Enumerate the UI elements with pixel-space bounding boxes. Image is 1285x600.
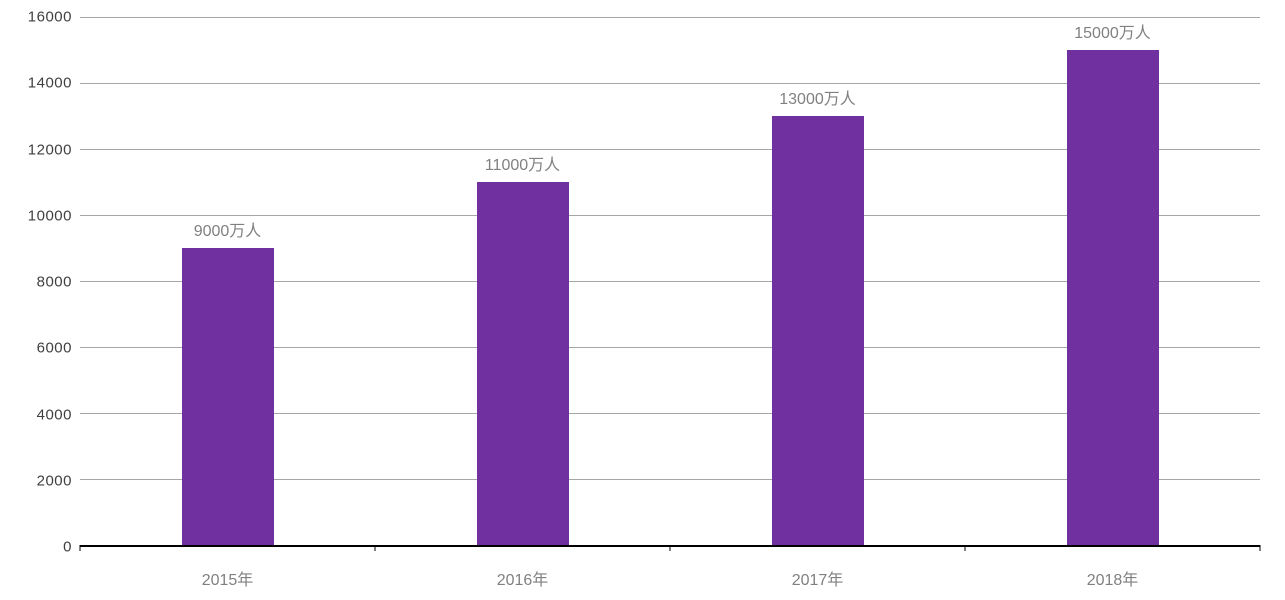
- x-axis-tick-mark: [374, 545, 376, 551]
- y-axis-tick-label: 16000: [27, 8, 72, 26]
- x-axis-category-label: 2018年: [1086, 572, 1139, 589]
- bar-slot: 9000万人: [80, 17, 375, 545]
- x-axis-tick-mark: [669, 545, 671, 551]
- y-axis-tick-label: 8000: [36, 273, 72, 291]
- x-axis-category-label: 2016年: [496, 572, 549, 589]
- gridline: [80, 215, 1260, 216]
- gridline: [80, 281, 1260, 282]
- y-axis-tick-label: 6000: [36, 339, 72, 357]
- bar-value-label: 11000万人: [484, 157, 561, 174]
- bars-row: 9000万人 11000万人 13000万人 15000万人: [80, 17, 1260, 545]
- bar: [771, 116, 864, 545]
- bar-slot: 15000万人: [965, 17, 1260, 545]
- x-axis-tick-mark: [1259, 545, 1261, 551]
- y-axis-tick-label: 14000: [27, 74, 72, 92]
- x-axis-tick-mark: [79, 545, 81, 551]
- x-axis-tick-mark: [964, 545, 966, 551]
- bar: [1066, 50, 1159, 545]
- y-axis-tick-label: 10000: [27, 207, 72, 225]
- gridline: [80, 479, 1260, 480]
- bar-value-label: 15000万人: [1074, 25, 1151, 42]
- bar: [476, 182, 569, 545]
- x-axis-category-label: 2015年: [201, 572, 254, 589]
- y-axis-tick-label: 12000: [27, 141, 72, 158]
- bar-slot: 13000万人: [670, 17, 965, 545]
- x-axis-labels: 2015年 2016年 2017年 2018年: [80, 566, 1260, 589]
- gridline: [80, 149, 1260, 150]
- y-axis-tick-label: 2000: [36, 472, 72, 490]
- gridline: [80, 413, 1260, 414]
- x-axis-category-label: 2017年: [791, 572, 844, 589]
- y-axis-tick-label: 0: [63, 538, 72, 556]
- gridline: [80, 17, 1260, 18]
- plot-area: 9000万人 11000万人 13000万人 15000万人: [79, 17, 1261, 551]
- gridline: [80, 83, 1260, 84]
- y-axis-tick-label: 4000: [36, 406, 72, 423]
- bar: [181, 248, 274, 545]
- gridline: [80, 347, 1260, 348]
- bar-slot: 11000万人: [375, 17, 670, 545]
- bar-value-label: 9000万人: [193, 223, 262, 240]
- y-axis: 0 2000 4000 6000 8000 10000 12000 14000 16000: [0, 9, 72, 556]
- bar-value-label: 13000万人: [779, 91, 856, 108]
